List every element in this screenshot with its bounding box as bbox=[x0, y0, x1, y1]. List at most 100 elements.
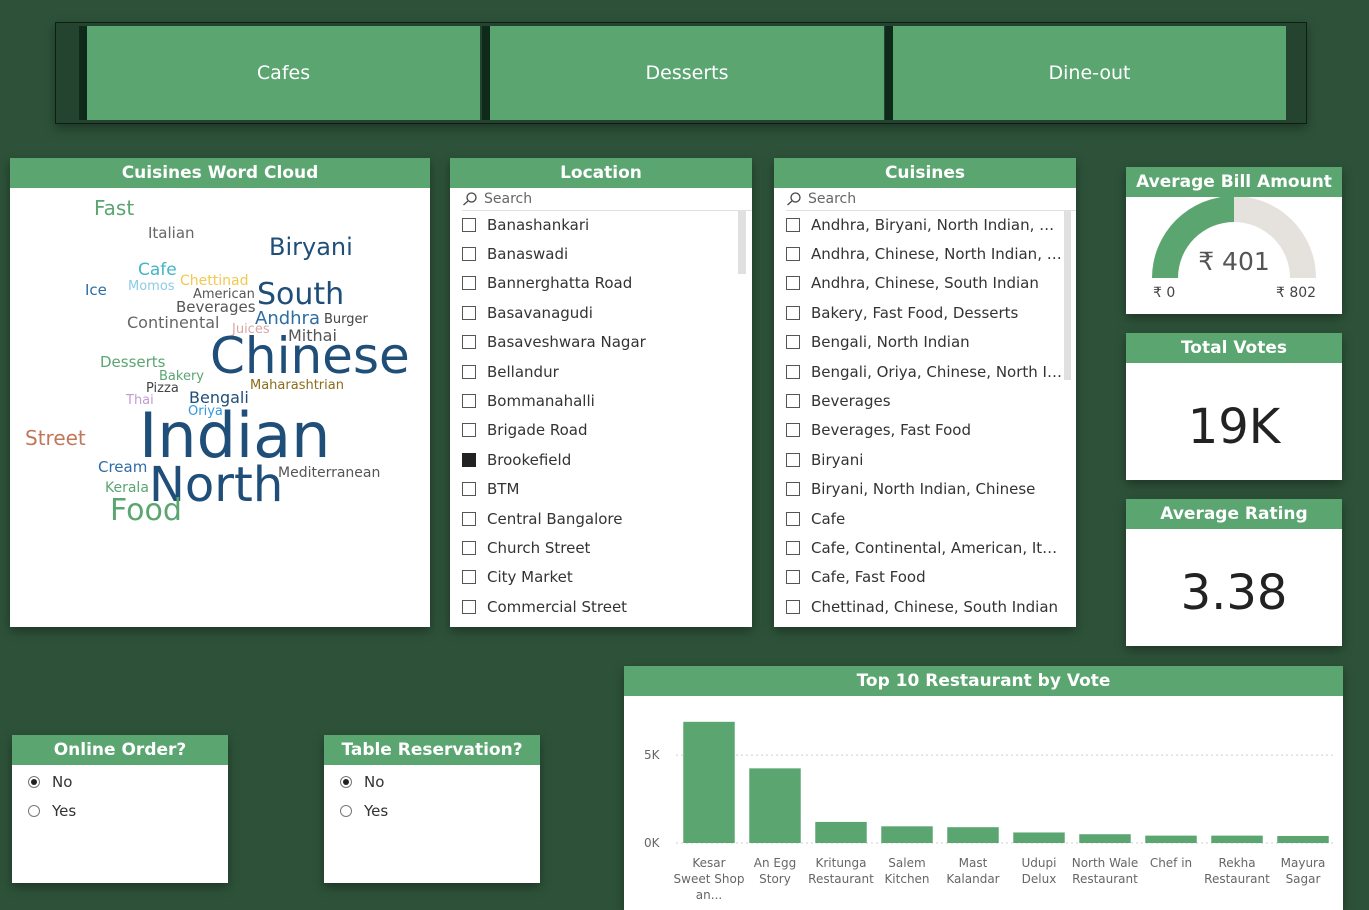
cuisines-item-label: Bengali, Oriya, Chinese, North Indi... bbox=[811, 362, 1062, 381]
bar[interactable] bbox=[881, 826, 933, 843]
location-search[interactable]: Search bbox=[462, 188, 752, 211]
checkbox[interactable] bbox=[462, 247, 476, 262]
checkbox[interactable] bbox=[786, 247, 800, 262]
bar[interactable] bbox=[1013, 832, 1065, 843]
location-list-item[interactable]: City Market bbox=[462, 563, 732, 592]
word-cloud-word: Pizza bbox=[146, 381, 179, 396]
category-tab-strip: Cafes Desserts Dine-out bbox=[55, 22, 1307, 124]
cuisines-list-item[interactable]: Cafe, Fast Food bbox=[786, 563, 1062, 592]
checkbox[interactable] bbox=[462, 364, 476, 379]
cuisines-list-item[interactable]: Beverages bbox=[786, 386, 1062, 415]
cuisines-list-item[interactable]: Chettinad, Chinese, South Indian bbox=[786, 592, 1062, 621]
checkbox[interactable] bbox=[786, 305, 800, 320]
cuisines-list-item[interactable]: Cafe, Continental, American, Italian bbox=[786, 533, 1062, 562]
checkbox[interactable] bbox=[786, 570, 800, 585]
checkbox[interactable] bbox=[462, 511, 476, 526]
online-order-option-label: Yes bbox=[52, 802, 77, 820]
location-list-item[interactable]: Bellandur bbox=[462, 357, 732, 386]
checkbox[interactable] bbox=[462, 335, 476, 350]
x-tick-label: Salem Kitchen bbox=[884, 856, 929, 886]
checkbox[interactable] bbox=[786, 599, 800, 614]
radio-yes[interactable] bbox=[28, 805, 40, 817]
checkbox[interactable] bbox=[786, 276, 800, 291]
online-order-option-no[interactable]: No bbox=[28, 773, 72, 791]
x-tick-label: Udupi Delux bbox=[1022, 856, 1057, 886]
location-list-item[interactable]: Banaswadi bbox=[462, 239, 732, 268]
checkbox[interactable] bbox=[786, 482, 800, 497]
location-list-item[interactable]: Banashankari bbox=[462, 210, 732, 239]
cuisines-list-item[interactable]: Bengali, Oriya, Chinese, North Indi... bbox=[786, 357, 1062, 386]
location-list-item[interactable]: Church Street bbox=[462, 533, 732, 562]
cuisines-title: Cuisines bbox=[774, 158, 1076, 188]
cuisines-list-item[interactable]: Cafe bbox=[786, 504, 1062, 533]
radio-no[interactable] bbox=[340, 776, 352, 788]
cuisines-item-label: Chettinad, Chinese, South Indian bbox=[811, 597, 1059, 616]
word-cloud-word: Street bbox=[25, 426, 86, 450]
bar[interactable] bbox=[683, 721, 735, 843]
table-reservation-option-yes[interactable]: Yes bbox=[340, 802, 388, 820]
radio-no[interactable] bbox=[28, 776, 40, 788]
checkbox[interactable] bbox=[462, 452, 476, 467]
cuisines-scrollbar[interactable] bbox=[1064, 210, 1071, 380]
checkbox[interactable] bbox=[462, 599, 476, 614]
cuisines-list-item[interactable]: Andhra, Chinese, South Indian bbox=[786, 269, 1062, 298]
tab-dine-out[interactable]: Dine-out bbox=[885, 26, 1286, 120]
checkbox[interactable] bbox=[786, 423, 800, 438]
bar[interactable] bbox=[1079, 834, 1131, 843]
bar[interactable] bbox=[749, 768, 801, 843]
location-list-item[interactable]: Brigade Road bbox=[462, 416, 732, 445]
bar[interactable] bbox=[1145, 835, 1197, 843]
cuisines-item-label: Bakery, Fast Food, Desserts bbox=[811, 303, 1019, 322]
bar[interactable] bbox=[1277, 835, 1329, 843]
checkbox[interactable] bbox=[462, 570, 476, 585]
location-list-item[interactable]: Brookefield bbox=[462, 445, 732, 474]
checkbox[interactable] bbox=[462, 482, 476, 497]
cuisines-list-item[interactable]: Biryani, North Indian, Chinese bbox=[786, 475, 1062, 504]
bar[interactable] bbox=[1211, 835, 1263, 843]
bar[interactable] bbox=[947, 827, 999, 843]
location-list-item[interactable]: Bannerghatta Road bbox=[462, 269, 732, 298]
cuisines-list-item[interactable]: Bengali, North Indian bbox=[786, 328, 1062, 357]
cuisines-list-item[interactable]: Bakery, Fast Food, Desserts bbox=[786, 298, 1062, 327]
checkbox[interactable] bbox=[462, 540, 476, 555]
tab-desserts[interactable]: Desserts bbox=[482, 26, 884, 120]
bar[interactable] bbox=[815, 821, 867, 843]
avg-bill-card: Average Bill Amount ₹ 401 ₹ 0 ₹ 802 bbox=[1126, 167, 1342, 314]
table-reservation-option-no[interactable]: No bbox=[340, 773, 384, 791]
location-list-item[interactable]: Basaveshwara Nagar bbox=[462, 328, 732, 357]
total-votes-value: 19K bbox=[1187, 399, 1281, 455]
cuisines-item-label: Beverages, Fast Food bbox=[811, 421, 971, 440]
online-order-option-yes[interactable]: Yes bbox=[28, 802, 76, 820]
cuisines-list-item[interactable]: Andhra, Chinese, North Indian, Bir... bbox=[786, 239, 1062, 268]
checkbox[interactable] bbox=[462, 305, 476, 320]
avg-bill-title: Average Bill Amount bbox=[1126, 167, 1342, 197]
checkbox[interactable] bbox=[462, 423, 476, 438]
location-list-item[interactable]: BTM bbox=[462, 475, 732, 504]
location-item-label: Brookefield bbox=[487, 450, 572, 469]
location-list-item[interactable]: Central Bangalore bbox=[462, 504, 732, 533]
cuisines-list-item[interactable]: Biryani bbox=[786, 445, 1062, 474]
location-list-item[interactable]: Bommanahalli bbox=[462, 386, 732, 415]
checkbox[interactable] bbox=[786, 394, 800, 409]
checkbox[interactable] bbox=[786, 511, 800, 526]
cuisines-search[interactable]: Search bbox=[786, 188, 1076, 211]
checkbox[interactable] bbox=[462, 217, 476, 232]
checkbox[interactable] bbox=[786, 364, 800, 379]
cuisines-list-item[interactable]: Beverages, Fast Food bbox=[786, 416, 1062, 445]
word-cloud-word: Burger bbox=[324, 312, 368, 327]
radio-yes[interactable] bbox=[340, 805, 352, 817]
cuisines-list-item[interactable]: Andhra, Biryani, North Indian, Chin... bbox=[786, 210, 1062, 239]
checkbox[interactable] bbox=[462, 276, 476, 291]
location-list-item[interactable]: Basavanagudi bbox=[462, 298, 732, 327]
checkbox[interactable] bbox=[786, 335, 800, 350]
checkbox[interactable] bbox=[786, 540, 800, 555]
cuisines-item-label: Beverages bbox=[811, 392, 891, 411]
x-tick-label: Mast Kalandar bbox=[946, 856, 999, 886]
location-scrollbar[interactable] bbox=[738, 210, 746, 274]
avg-rating-title: Average Rating bbox=[1126, 499, 1342, 529]
location-list-item[interactable]: Commercial Street bbox=[462, 592, 732, 621]
checkbox[interactable] bbox=[462, 394, 476, 409]
checkbox[interactable] bbox=[786, 217, 800, 232]
tab-cafes[interactable]: Cafes bbox=[79, 26, 480, 120]
checkbox[interactable] bbox=[786, 452, 800, 467]
